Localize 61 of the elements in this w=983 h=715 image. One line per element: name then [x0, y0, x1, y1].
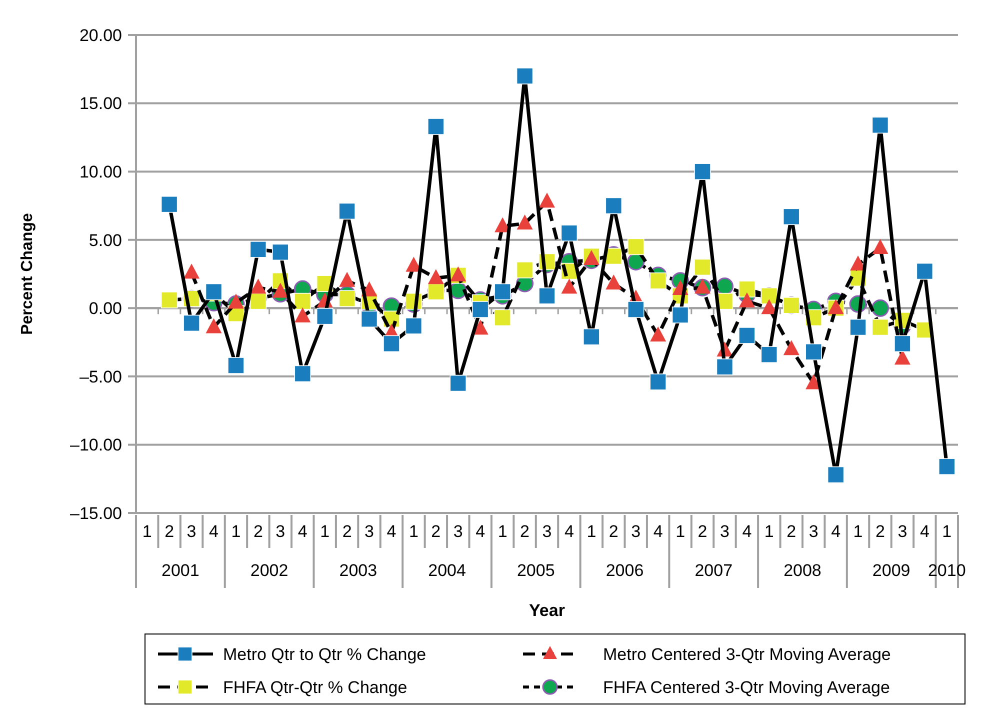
x-axis-title: Year — [529, 601, 566, 620]
text: 2003 — [339, 561, 378, 580]
x-tick-label: 3 — [898, 522, 908, 541]
x-tick-label: 4 — [564, 522, 574, 541]
x-tick-label: 1 — [408, 522, 418, 541]
x-tick-label: 1 — [498, 522, 508, 541]
x-tick-label: 1 — [942, 522, 952, 541]
x-tick-label: 2 — [431, 522, 441, 541]
text: 2002 — [250, 561, 288, 580]
x-tick-label: 4 — [386, 522, 396, 541]
text: 2010 — [928, 561, 966, 580]
legend-label: FHFA Centered 3-Qtr Moving Average — [603, 678, 890, 697]
legend-label: FHFA Qtr-Qtr % Change — [223, 678, 408, 697]
x-tick-label: 3 — [631, 522, 641, 541]
text: 2009 — [872, 561, 910, 580]
x-tick-label: 2 — [786, 522, 796, 541]
x-tick-label: 2 — [608, 522, 618, 541]
x-tick-label: 3 — [364, 522, 374, 541]
legend-label: Metro Centered 3-Qtr Moving Average — [603, 644, 891, 664]
x-tick-label: 4 — [653, 522, 663, 541]
x-tick-label: 2 — [342, 522, 352, 541]
x-tick-label: 4 — [920, 522, 930, 541]
x-tick-label: 3 — [276, 522, 286, 541]
x-tick-label: 1 — [586, 522, 596, 541]
y-tick-label: 0.00 — [88, 299, 122, 318]
x-tick-label: 1 — [676, 522, 686, 541]
x-tick-label: 3 — [453, 522, 463, 541]
x-tick-label: 3 — [542, 522, 552, 541]
x-tick-label: 4 — [209, 522, 218, 541]
x-tick-label: 2 — [520, 522, 530, 541]
y-tick-label: 5.00 — [88, 230, 122, 250]
y-tick-label: 10.00 — [79, 162, 122, 182]
x-tick-label: 1 — [142, 522, 152, 541]
text: 2006 — [606, 561, 644, 580]
x-tick-label: 1 — [764, 522, 774, 541]
x-tick-label: 2 — [253, 522, 263, 541]
legend-label: Metro Qtr to Qtr % Change — [223, 644, 426, 664]
y-tick-label: –5.00 — [79, 367, 122, 386]
x-tick-label: 2 — [876, 522, 885, 541]
y-tick-label: 20.00 — [79, 26, 122, 45]
x-tick-label: 2 — [164, 522, 174, 541]
text: 2005 — [516, 561, 555, 580]
y-tick-label: –10.00 — [70, 436, 122, 455]
text: 2007 — [694, 561, 733, 580]
x-tick-label: 3 — [808, 522, 818, 541]
y-tick-label: 15.00 — [79, 94, 122, 114]
y-tick-label: –15.00 — [70, 504, 122, 523]
x-tick-label: 2 — [698, 522, 708, 541]
text: 2008 — [784, 561, 822, 580]
x-tick-label: 1 — [853, 522, 863, 541]
x-tick-label: 4 — [742, 522, 752, 541]
x-tick-label: 4 — [831, 522, 841, 541]
y-axis-title: Percent Change — [19, 212, 36, 335]
text: 2001 — [162, 561, 200, 580]
x-tick-label: 3 — [186, 522, 196, 541]
x-tick-label: 4 — [476, 522, 486, 541]
x-tick-label: 3 — [720, 522, 730, 541]
x-tick-label: 1 — [231, 522, 241, 541]
x-tick-label: 4 — [298, 522, 308, 541]
x-tick-label: 1 — [320, 522, 330, 541]
text: 2004 — [428, 561, 466, 580]
